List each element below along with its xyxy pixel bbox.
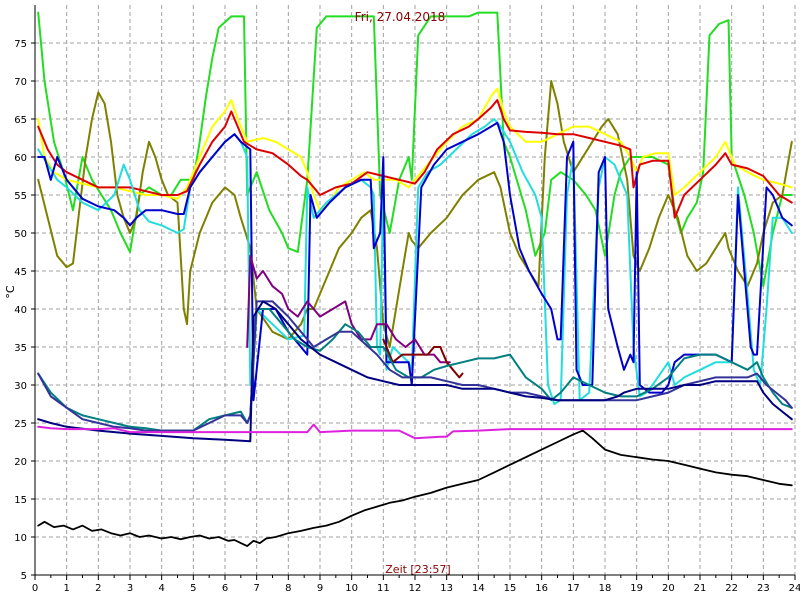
y-tick-label: 50 bbox=[14, 229, 27, 240]
series-line-6 bbox=[37, 121, 793, 402]
x-tick-label: 13 bbox=[440, 583, 453, 594]
x-tick-label: 8 bbox=[285, 583, 291, 594]
x-tick-label: 17 bbox=[567, 583, 580, 594]
x-tick-label: 10 bbox=[345, 583, 358, 594]
x-tick-label: 0 bbox=[32, 583, 38, 594]
y-tick-label: 15 bbox=[14, 495, 27, 506]
x-tick-label: 19 bbox=[630, 583, 643, 594]
series-line-12 bbox=[37, 423, 793, 440]
series-line-11 bbox=[37, 300, 793, 443]
axes: 0 1 2 3 4 5 6 7 8 9 10 11 12 13 14 15 16 17 18 19 20 21 22 23 24… bbox=[14, 5, 800, 594]
y-tick-label: 20 bbox=[14, 457, 27, 468]
y-axis-label: °C bbox=[4, 285, 17, 299]
y-tick-label: 30 bbox=[14, 381, 27, 392]
series-line-13 bbox=[37, 429, 793, 547]
chart-title: Fri, 27.04.2018 bbox=[355, 10, 446, 24]
x-tick-label: 12 bbox=[409, 583, 422, 594]
series-layer bbox=[37, 11, 793, 547]
series-line-7 bbox=[246, 254, 451, 364]
y-tick-label: 55 bbox=[14, 191, 27, 202]
y-tick-label: 60 bbox=[14, 153, 27, 164]
x-tick-label: 4 bbox=[158, 583, 164, 594]
x-tick-label: 2 bbox=[95, 583, 101, 594]
x-tick-label: 9 bbox=[317, 583, 323, 594]
y-tick-label: 5 bbox=[21, 571, 27, 582]
x-tick-label: 7 bbox=[253, 583, 259, 594]
y-tick-label: 70 bbox=[14, 77, 27, 88]
y-tick-label: 40 bbox=[14, 305, 27, 316]
x-tick-label: 16 bbox=[535, 583, 548, 594]
x-tick-label: 11 bbox=[377, 583, 390, 594]
x-tick-label: 22 bbox=[725, 583, 738, 594]
x-tick-label: 5 bbox=[190, 583, 196, 594]
series-line-5 bbox=[37, 118, 793, 405]
x-tick-label: 3 bbox=[127, 583, 133, 594]
y-tick-label: 35 bbox=[14, 343, 27, 354]
x-tick-label: 23 bbox=[757, 583, 770, 594]
x-tick-label: 24 bbox=[789, 583, 800, 594]
x-tick-label: 21 bbox=[694, 583, 707, 594]
y-tick-label: 10 bbox=[14, 533, 27, 544]
x-axis-label: Zeit [23:57] bbox=[385, 563, 450, 576]
x-tick-label: 6 bbox=[222, 583, 228, 594]
x-tick-label: 1 bbox=[63, 583, 69, 594]
series-line-2 bbox=[37, 80, 793, 348]
y-tick-label: 25 bbox=[14, 419, 27, 430]
x-tick-label: 18 bbox=[599, 583, 612, 594]
x-tick-label: 14 bbox=[472, 583, 485, 594]
series-line-4 bbox=[37, 99, 793, 219]
y-tick-label: 65 bbox=[14, 115, 27, 126]
y-tick-label: 75 bbox=[14, 39, 27, 50]
y-tick-label: 45 bbox=[14, 267, 27, 278]
x-tick-label: 20 bbox=[662, 583, 675, 594]
x-tick-label: 15 bbox=[504, 583, 517, 594]
series-line-1 bbox=[37, 11, 793, 288]
series-line-8 bbox=[382, 338, 464, 379]
